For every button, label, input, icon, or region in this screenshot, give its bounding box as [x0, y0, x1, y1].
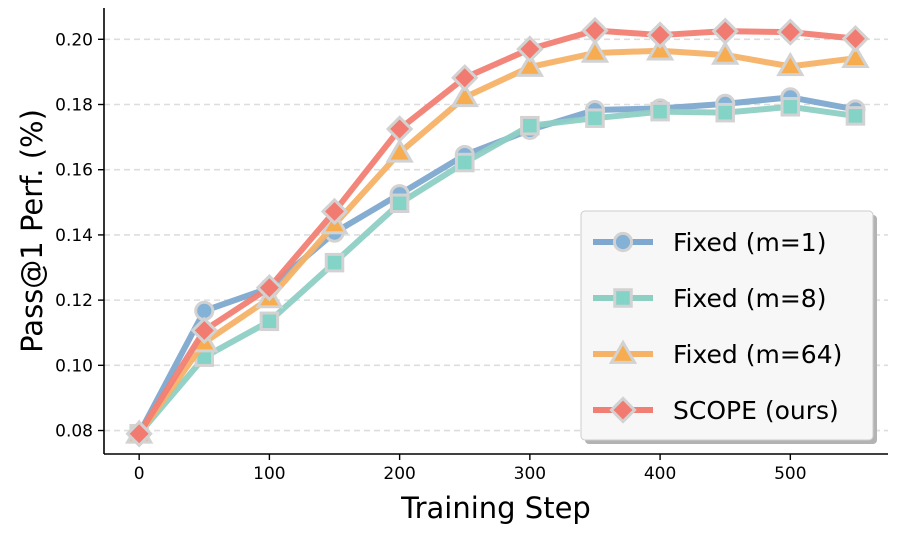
series-layer [125, 16, 870, 448]
legend-marker [612, 231, 634, 253]
data-point [585, 108, 605, 128]
data-point [780, 97, 801, 117]
y-tick-label: 0.12 [55, 291, 93, 311]
data-point [451, 64, 479, 92]
legend-entry: Fixed (m=8) [593, 284, 826, 313]
data-point [515, 52, 545, 77]
y-tick-label: 0.10 [55, 356, 93, 376]
x-tick-label: 0 [134, 464, 145, 484]
data-point [845, 106, 866, 126]
data-point [645, 36, 675, 61]
y-tick-label: 0.14 [55, 226, 93, 246]
legend-label: SCOPE (ours) [673, 396, 839, 425]
y-axis-title: Pass@1 Perf. (%) [15, 109, 49, 353]
x-tick-label: 200 [383, 464, 415, 484]
legend-entry: SCOPE (ours) [593, 396, 839, 425]
data-point [841, 43, 870, 69]
data-point [324, 252, 345, 273]
x-tick-label: 100 [253, 464, 285, 484]
data-point [259, 311, 280, 332]
y-tick-label: 0.20 [55, 30, 93, 50]
legend-marker [613, 288, 633, 308]
legend-entry: Fixed (m=1) [593, 228, 826, 257]
data-point [580, 38, 610, 63]
legend-entry: Fixed (m=64) [593, 339, 842, 369]
data-point [776, 18, 804, 46]
legend-label: Fixed (m=8) [673, 284, 826, 313]
y-tick-label: 0.08 [55, 422, 93, 442]
y-tick-label: 0.16 [55, 161, 93, 181]
data-point [841, 24, 870, 53]
legend-marker [609, 396, 637, 424]
data-point [454, 152, 475, 173]
data-point [450, 82, 479, 108]
legend-label: Fixed (m=1) [673, 228, 826, 257]
x-tick-label: 500 [774, 464, 806, 484]
x-tick-label: 300 [514, 464, 546, 484]
data-point [255, 274, 284, 302]
data-point [385, 138, 414, 163]
legend: Fixed (m=1) Fixed (m=8) Fixed (m=64) SCOPE … [580, 210, 877, 444]
data-point [776, 51, 805, 77]
data-point [711, 40, 740, 65]
series-fixed-m-8 [129, 97, 866, 444]
axes [103, 8, 888, 455]
series-line [136, 103, 856, 436]
ticks: 0.08 0.10 0.12 0.14 0.16 0.18 0.20 0 100 200 300 40… [55, 30, 806, 484]
data-point [516, 35, 544, 63]
data-point [711, 17, 739, 45]
data-point [520, 115, 540, 136]
data-point [581, 16, 609, 45]
y-tick-label: 0.18 [55, 96, 93, 116]
data-point [385, 115, 414, 143]
data-point [715, 102, 735, 123]
data-point [190, 316, 218, 345]
data-point [125, 420, 153, 448]
series-scope-ours [125, 16, 870, 448]
data-point [646, 21, 674, 49]
data-point [650, 101, 670, 122]
legend-box [580, 210, 874, 441]
legend-marker [608, 339, 638, 364]
legend-label: Fixed (m=64) [673, 340, 842, 369]
data-point [389, 193, 410, 214]
data-point [320, 197, 349, 226]
x-tick-label: 400 [644, 464, 676, 484]
x-axis-title: Training Step [400, 491, 591, 525]
